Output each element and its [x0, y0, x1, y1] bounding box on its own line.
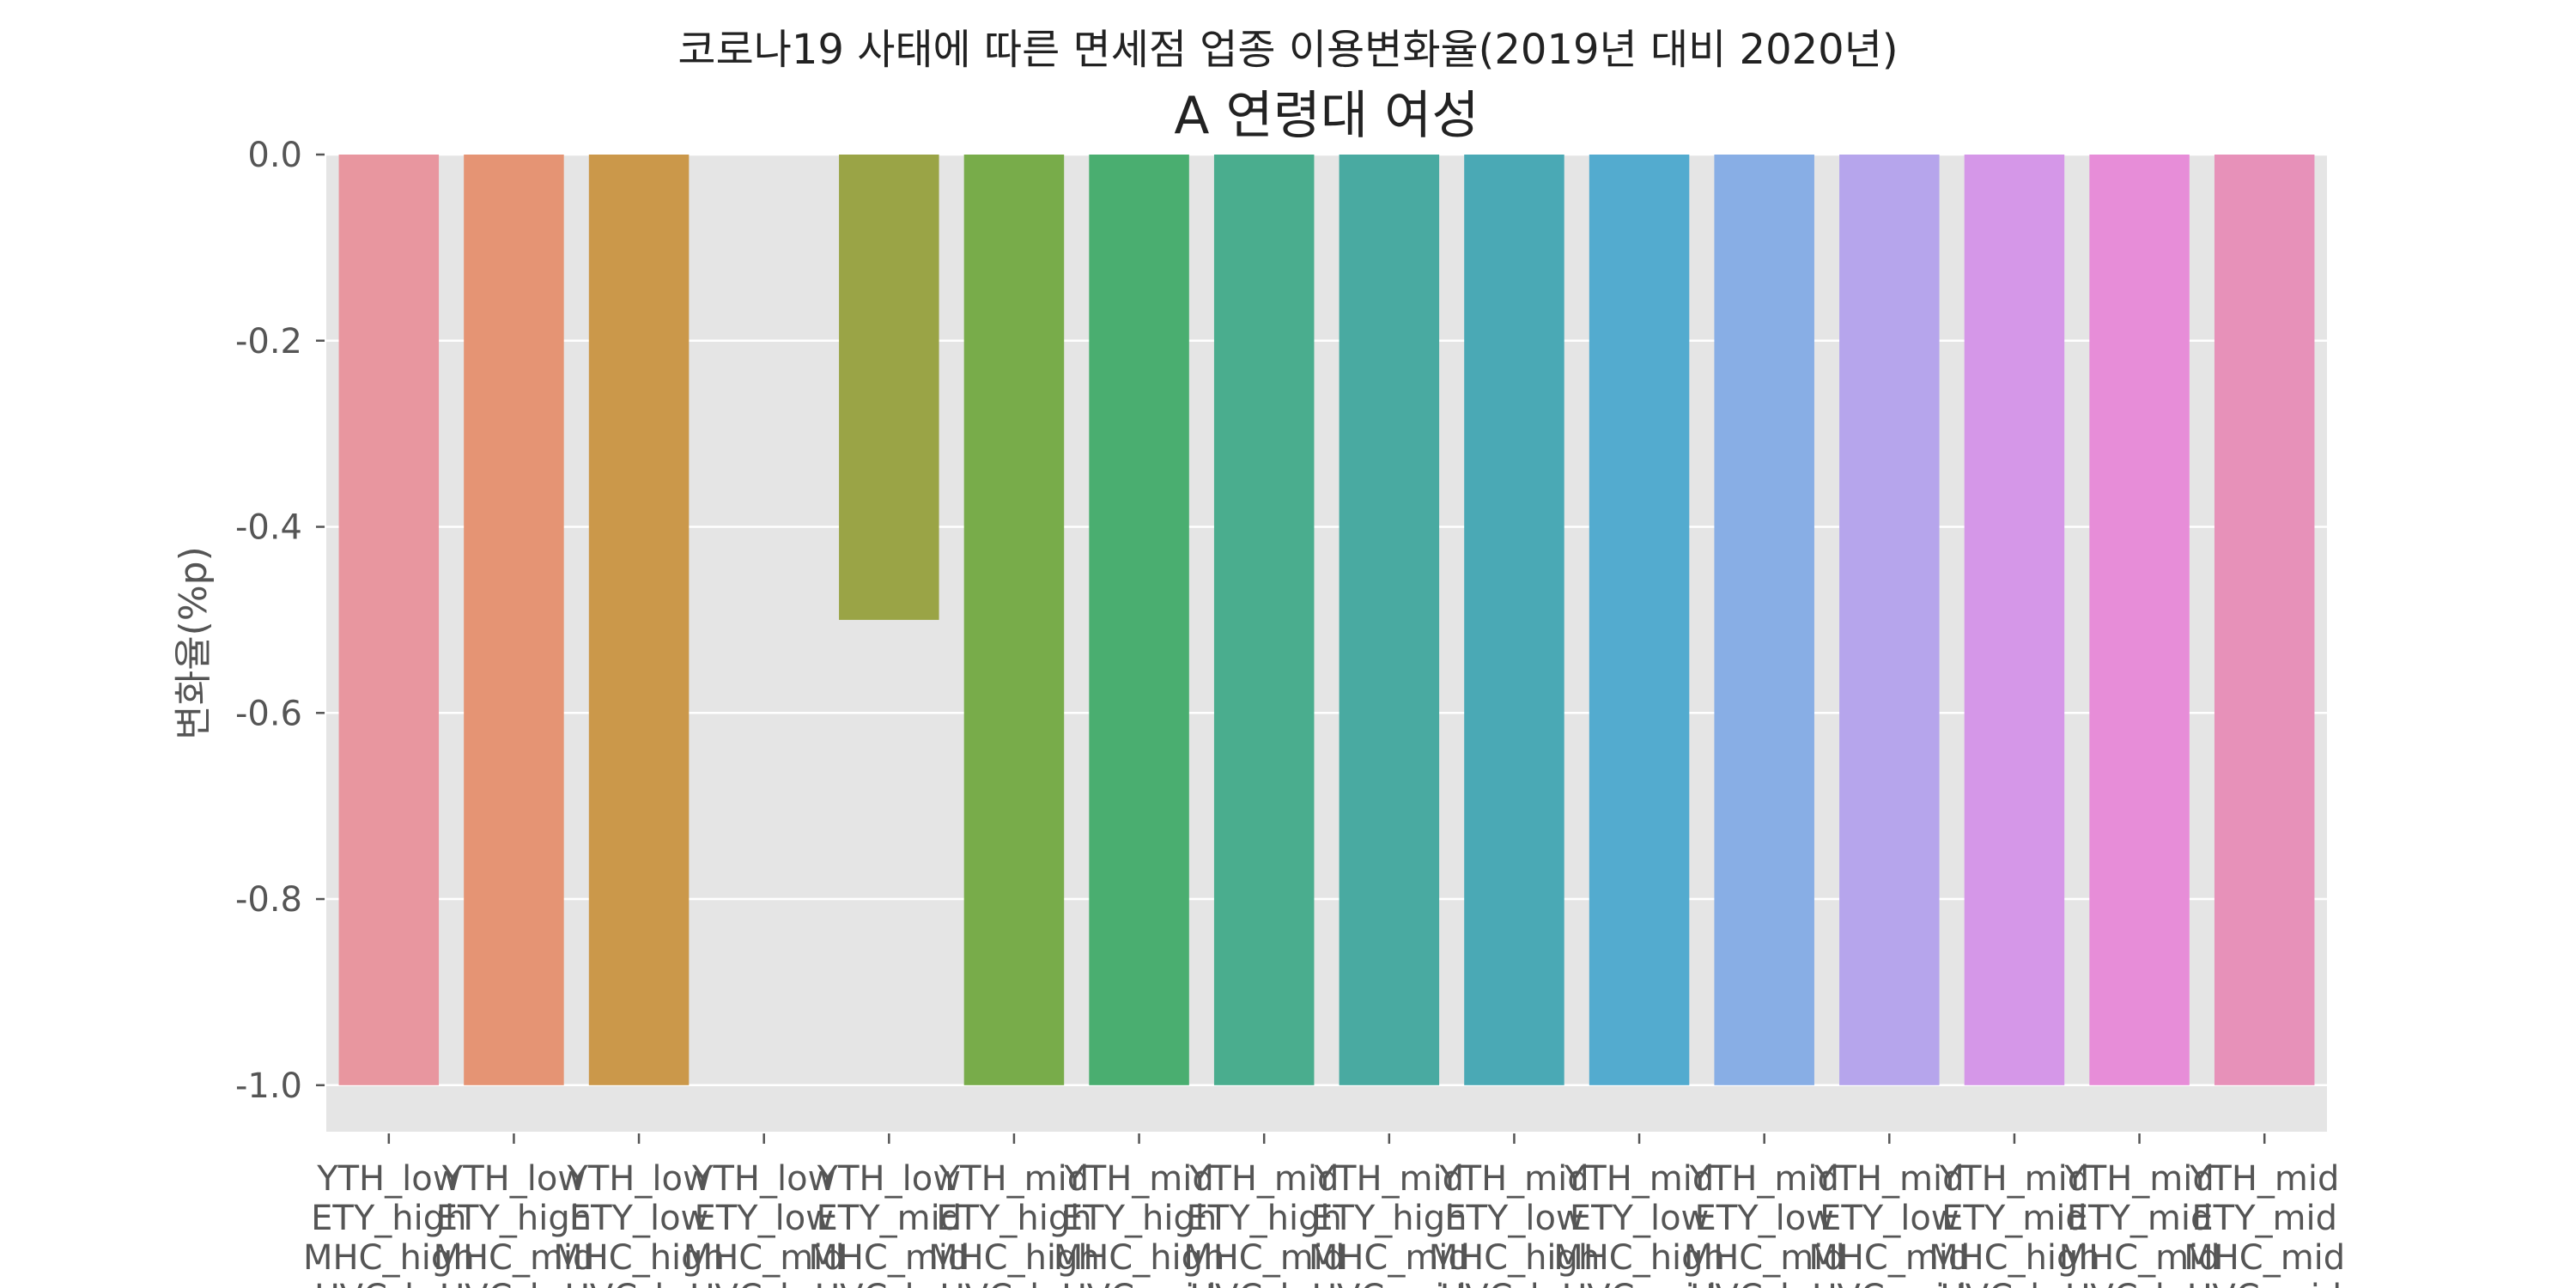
- bar: [1213, 155, 1315, 1085]
- x-axis-ticks: YTH_lowETY_highMHC_highUVC_lowYTH_lowETY…: [303, 1133, 2345, 1288]
- y-axis-ticks: 0.0 -0.2 -0.4 -0.6 -0.8 -1.0: [235, 136, 325, 1106]
- bars: [338, 155, 2315, 1085]
- bar: [1714, 155, 1814, 1085]
- y-tick-label: 0.0: [247, 136, 302, 175]
- bar: [2089, 155, 2190, 1085]
- bar: [338, 155, 440, 1085]
- y-axis-label: 변화율(%p): [172, 546, 216, 740]
- bar: [1839, 155, 1940, 1085]
- figure-suptitle: 코로나19 사태에 따른 면세점 업종 이용변화율(2019년 대비 2020년…: [677, 26, 1899, 74]
- y-tick-label: -0.4: [235, 508, 302, 548]
- bar: [839, 155, 939, 620]
- bar: [963, 155, 1065, 1085]
- bar: [464, 155, 564, 1085]
- bar: [2214, 155, 2315, 1085]
- y-tick-label: -1.0: [235, 1066, 302, 1106]
- bar: [1589, 155, 1690, 1085]
- y-tick-label: -0.2: [235, 322, 302, 361]
- chart-title: A 연령대 여성: [1174, 86, 1479, 146]
- y-tick-label: -0.8: [235, 880, 302, 920]
- bar: [1464, 155, 1564, 1085]
- bar: [1964, 155, 2065, 1085]
- bar: [1089, 155, 1189, 1085]
- bar: [588, 155, 690, 1085]
- bar: [1339, 155, 1440, 1085]
- y-tick-label: -0.6: [235, 694, 302, 733]
